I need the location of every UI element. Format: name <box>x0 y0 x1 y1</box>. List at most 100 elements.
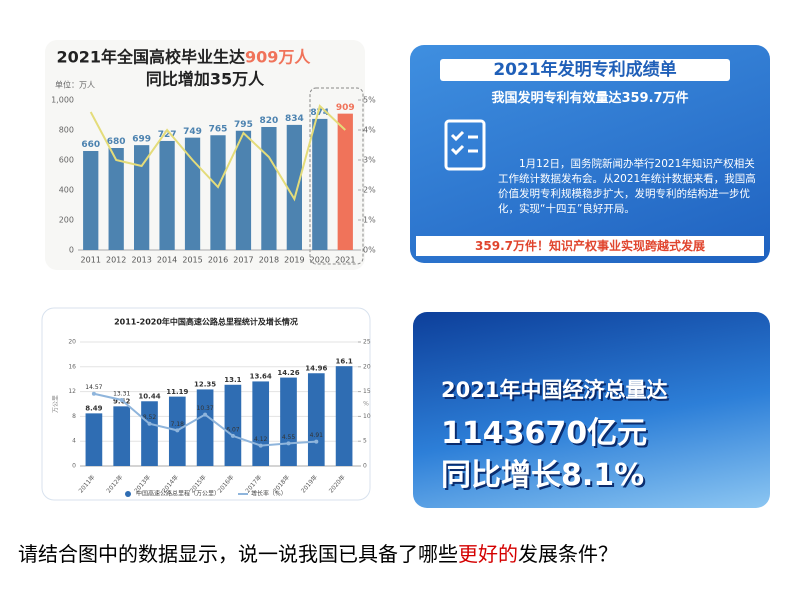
bar-label: 8.49 <box>85 405 102 413</box>
question-text: 发展条件？ <box>518 542 618 566</box>
x-tick-label: 2018 <box>259 256 279 265</box>
y2-tick-label: 5% <box>363 96 376 105</box>
bar <box>312 118 328 251</box>
x-tick-label: 2021 <box>335 256 355 265</box>
y-tick-label: 16 <box>68 363 76 370</box>
chart-title-highlight: 909万人 <box>245 48 311 67</box>
line <box>93 392 317 447</box>
bar-label: 699 <box>132 134 151 144</box>
bar <box>286 124 302 250</box>
line-label: 13.31 <box>113 390 130 397</box>
line <box>89 104 346 202</box>
x-tick-label: 2016 <box>208 256 228 265</box>
y2-tick-label: 20 <box>363 363 371 370</box>
economy-line2: 1143670亿元 <box>441 416 648 451</box>
x-tick-label: 2015 <box>182 256 202 265</box>
bar-label: 834 <box>285 114 304 124</box>
y-tick-label: 600 <box>59 156 74 165</box>
bar <box>141 401 158 466</box>
question: 请结合图中的数据显示，说一说我国已具备了哪些更好的发展条件？ <box>18 538 788 567</box>
bar <box>83 151 99 250</box>
economy-line3: 同比增长8.1% <box>441 458 645 493</box>
bar-label: 13.64 <box>250 373 272 381</box>
line-label: 4.55 <box>282 434 296 441</box>
x-tick-label: 2012 <box>106 256 126 265</box>
patents-title: 2021年发明专利成绩单 <box>440 59 730 81</box>
bar <box>335 366 353 466</box>
bar-label: 10.44 <box>138 392 160 400</box>
bar-label: 16.1 <box>335 357 352 365</box>
bar <box>280 377 297 466</box>
line-label: 4.91 <box>310 432 324 439</box>
bar-label: 727 <box>158 130 177 140</box>
y2-tick-label: 10 <box>363 413 371 420</box>
bar <box>108 148 124 250</box>
y-tick-label: 1,000 <box>51 96 74 105</box>
x-tick-label: 2017 <box>233 256 253 265</box>
legend-label: 中国高速公路总里程（万公里） <box>136 490 220 498</box>
bar-label: 795 <box>234 120 253 130</box>
question-highlight: 更好的 <box>458 542 518 566</box>
y2-tick-label: 0 <box>363 463 367 470</box>
y2-tick-label: 25 <box>363 339 371 346</box>
bar <box>85 413 103 466</box>
x-tick-label: 2020 <box>310 256 330 265</box>
line-label: 4.12 <box>254 436 268 443</box>
legend-marker <box>125 491 131 497</box>
bar-label: 13.1 <box>224 376 241 384</box>
chart-subtitle: 同比增加35万人 <box>146 70 265 89</box>
line-label: 7.18 <box>171 421 185 428</box>
bar-label: 12.35 <box>194 381 216 389</box>
x-tick-label: 2011 <box>81 256 101 265</box>
y-tick-label: 200 <box>59 216 74 225</box>
y2-tick-label: 0% <box>363 246 376 255</box>
chart-title: 2021年全国高校毕业生达 <box>56 48 245 67</box>
line-label: 10.37 <box>197 405 214 412</box>
bar-label: 909 <box>336 103 355 113</box>
line-label: 6.07 <box>226 426 240 433</box>
bar <box>224 384 242 466</box>
y-unit: 单位：万人 <box>55 80 95 90</box>
y2-tick-label: 5 <box>363 438 367 445</box>
bar <box>184 137 201 250</box>
y2-tick-label: 2% <box>363 186 376 195</box>
y-tick-label: 800 <box>59 126 74 135</box>
bar-label: 820 <box>260 116 279 126</box>
y-tick-label: 20 <box>68 339 76 346</box>
bar-label: 765 <box>209 124 228 134</box>
highlight-box <box>309 87 364 265</box>
bar <box>210 135 226 250</box>
y-tick-label: 400 <box>59 186 74 195</box>
y-tick-label: 8 <box>72 413 76 420</box>
patents-subtitle: 我国发明专利有效量达359.7万件 <box>491 91 689 106</box>
bar-label: 660 <box>81 140 100 150</box>
bar <box>252 381 270 466</box>
panel-patents: 2021年发明专利成绩单 我国发明专利有效量达359.7万件 1月12日，国务院… <box>410 45 770 263</box>
bar <box>113 406 131 466</box>
y-label: 万公里 <box>53 395 60 413</box>
clipboard-icon <box>444 119 486 171</box>
y2-tick-label: 3% <box>363 156 376 165</box>
x-tick-label: 2019 <box>284 256 304 265</box>
bar <box>196 389 214 466</box>
y-tick-label: 0 <box>69 246 74 255</box>
bar-label: 14.26 <box>277 369 299 377</box>
bar <box>235 130 252 250</box>
y2-label: % <box>363 401 369 408</box>
y2-tick-label: 15 <box>363 388 371 395</box>
bar-label: 680 <box>107 137 126 147</box>
line-label: 14.57 <box>85 384 102 391</box>
line-label: 8.52 <box>143 414 157 421</box>
y2-tick-label: 1% <box>363 216 376 225</box>
patents-footer: 359.7万件！知识产权事业实现跨越式发展 <box>416 236 764 256</box>
y-tick-label: 12 <box>68 388 76 395</box>
economy-line1: 2021年中国经济总量达 <box>441 378 668 402</box>
bar <box>307 373 325 466</box>
bar <box>134 145 150 250</box>
bar <box>159 140 175 250</box>
bar-label: 11.19 <box>166 388 188 396</box>
question-text: 请结合图中的数据显示，说一说我国已具备了哪些 <box>18 542 458 566</box>
bar <box>337 113 353 251</box>
